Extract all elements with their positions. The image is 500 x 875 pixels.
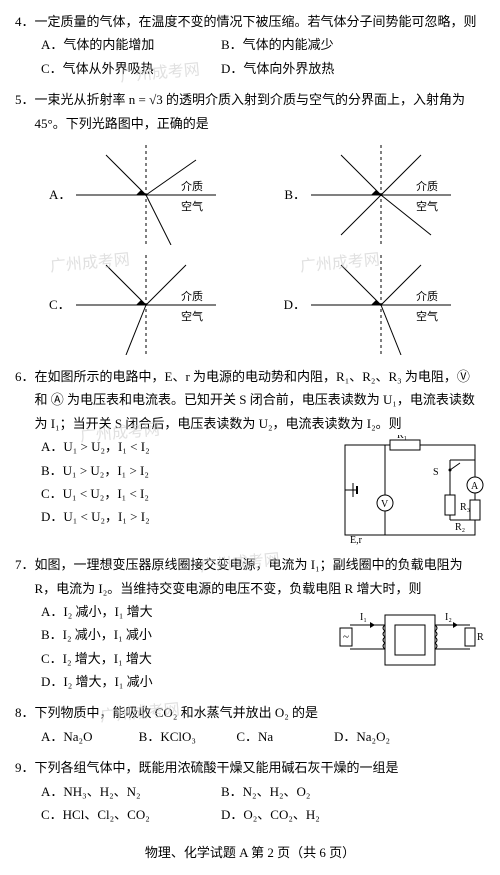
q9-text: 9．下列各组气体中，既能用浓硫酸干燥又能用碱石灰干燥的一组是 [15,756,485,779]
question-4: 4．一定质量的气体，在温度不变的情况下被压缩。若气体分子间势能可忽略，则 A．气… [15,10,485,80]
q5-diagram-a: A． 介质 空气 [49,145,216,245]
q8-option-c: C．Na [236,725,334,748]
q4-option-a: A．气体的内能增加 [41,33,191,56]
question-6: 6．在如图所示的电路中，E、r 为电源的电动势和内阻，R₁、R₂、R₃ 为电阻，… [15,365,485,545]
svg-text:I₁: I₁ [360,612,367,623]
q8-option-a: A．Na₂O [41,725,139,748]
q4-option-c: C．气体从外界吸热 [41,57,191,80]
q4-option-d: D．气体向外界放热 [221,57,371,80]
q9-option-b: B．N₂、H₂、O₂ [221,780,371,803]
question-9: 9．下列各组气体中，既能用浓硫酸干燥又能用碱石灰干燥的一组是 A．NH₃、H₂、… [15,756,485,826]
svg-text:A: A [471,481,479,492]
q8-option-d: D．Na₂O₂ [334,725,432,748]
q4-option-b: B．气体的内能减少 [221,33,371,56]
q9-option-a: A．NH₃、H₂、N₂ [41,780,191,803]
svg-text:空气: 空气 [181,199,203,213]
q7-text: 7．如图，一理想变压器原线圈接交变电源，电流为 I₁；副线圈中的负载电阻为 R，… [15,553,485,600]
q6-circuit-diagram: R₁ R₃ S A R₂ V E,r [335,435,485,545]
page-footer: 物理、化学试题 A 第 2 页（共 6 页） [15,841,485,864]
question-8: 8．下列物质中，能吸收 CO₂ 和水蒸气并放出 O₂ 的是 A．Na₂O B．K… [15,701,485,748]
svg-text:E,r: E,r [350,535,363,545]
svg-text:介质: 介质 [416,290,438,303]
svg-text:S: S [433,467,439,478]
svg-text:空气: 空气 [181,309,203,323]
q7-transformer-diagram: ~ I₁ R I₂ [335,600,485,680]
svg-text:V: V [381,499,389,510]
svg-text:R: R [477,632,484,643]
svg-text:R₁: R₁ [397,435,407,441]
svg-text:R₃: R₃ [460,502,470,513]
question-7: 7．如图，一理想变压器原线圈接交变电源，电流为 I₁；副线圈中的负载电阻为 R，… [15,553,485,693]
svg-text:介质: 介质 [416,180,438,193]
q5-diagram-c: C． 介质 空气 [49,255,216,355]
svg-text:R₂: R₂ [455,522,465,533]
question-5: 5．一束光从折射率 n = √3 的透明介质入射到介质与空气的分界面上，入射角为… [15,88,485,355]
q9-option-d: D．O₂、CO₂、H₂ [221,803,371,826]
svg-text:介质: 介质 [181,180,203,193]
svg-text:空气: 空气 [416,309,438,323]
svg-text:~: ~ [343,631,349,643]
q4-text: 4．一定质量的气体，在温度不变的情况下被压缩。若气体分子间势能可忽略，则 [15,10,485,33]
q8-option-b: B．KClO₃ [139,725,237,748]
q8-text: 8．下列物质中，能吸收 CO₂ 和水蒸气并放出 O₂ 的是 [15,701,485,724]
q5-diagram-b: B． 介质 空气 [284,145,451,245]
svg-text:I₂: I₂ [445,612,452,623]
q9-option-c: C．HCl、Cl₂、CO₂ [41,803,191,826]
q6-text: 6．在如图所示的电路中，E、r 为电源的电动势和内阻，R₁、R₂、R₃ 为电阻，… [15,365,485,435]
svg-text:介质: 介质 [181,290,203,303]
svg-text:空气: 空气 [416,199,438,213]
q5-diagram-d: D． 介质 空气 [284,255,451,355]
q5-text: 5．一束光从折射率 n = √3 的透明介质入射到介质与空气的分界面上，入射角为… [15,88,485,135]
